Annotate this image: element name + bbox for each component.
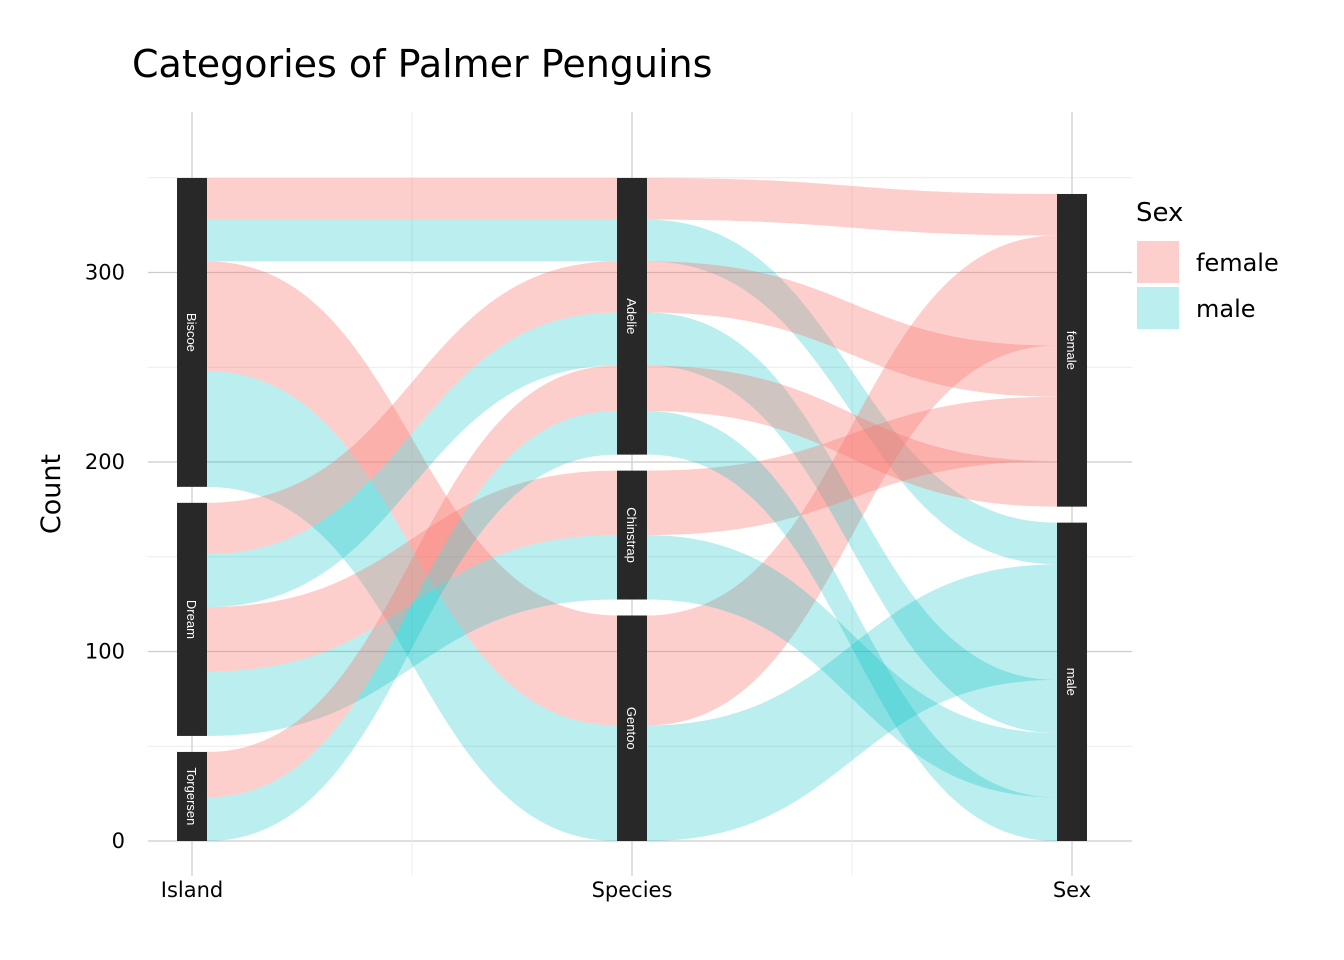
stratum-adelie [617, 177, 647, 455]
y-axis-title: Count [36, 454, 67, 534]
y-tick-label: 200 [85, 450, 125, 474]
legend-swatch-female [1137, 241, 1179, 283]
stratum-female [1057, 193, 1087, 507]
flow-biscoe-gentoo-female [207, 261, 617, 726]
stratum-dream [177, 502, 207, 736]
stratum-torgersen [177, 751, 207, 841]
stratum-male [1057, 522, 1087, 841]
stratum-label-female: female [1064, 331, 1079, 370]
flow-dream-adelie-female [207, 261, 617, 555]
flow-dream-chinstrap-male [647, 535, 1057, 798]
legend-title: Sex [1136, 198, 1183, 228]
flow-torgersen-adelie-male [207, 411, 617, 841]
flow-dream-chinstrap-female [647, 396, 1057, 536]
stratum-label-torgersen: Torgersen [184, 768, 199, 826]
flow-dream-chinstrap-male [207, 535, 617, 736]
chart-title: Categories of Palmer Penguins [132, 42, 712, 86]
flow-biscoe-adelie-male [207, 219, 617, 262]
x-tick-label: Species [592, 878, 673, 902]
stratum-chinstrap [617, 470, 647, 600]
flow-torgersen-adelie-male [647, 411, 1057, 841]
stratum-gentoo [617, 615, 647, 841]
flows [207, 177, 1057, 841]
flow-dream-adelie-male [207, 312, 617, 608]
stratum-label-male: male [1064, 668, 1079, 696]
stratum-label-dream: Dream [184, 600, 199, 639]
flow-dream-adelie-male [647, 312, 1057, 733]
flow-biscoe-gentoo-male [207, 371, 617, 841]
legend-label-male: male [1196, 295, 1256, 323]
stratum-label-biscoe: Biscoe [184, 313, 199, 352]
flow-biscoe-adelie-male [647, 219, 1057, 565]
strata: Biscoe Dream Torgersen Adelie Chinstrap Gento… [177, 177, 1087, 841]
flow-torgersen-adelie-female [647, 365, 1057, 507]
y-tick-label: 100 [85, 640, 125, 664]
y-axis-ticks: 0 100 200 300 [85, 261, 125, 854]
flow-biscoe-adelie-female [647, 177, 1057, 236]
x-axis-ticks: Island Species Sex [161, 878, 1091, 902]
flow-biscoe-gentoo-male [647, 564, 1057, 841]
flow-biscoe-gentoo-female [647, 235, 1057, 726]
flow-dream-adelie-female [647, 261, 1057, 397]
flow-biscoe-adelie-female [207, 177, 617, 220]
legend: Sex female male [1136, 198, 1279, 329]
stratum-label-chinstrap: Chinstrap [624, 507, 639, 563]
y-tick-label: 300 [85, 261, 125, 285]
flow-dream-chinstrap-female [207, 470, 617, 672]
stratum-label-adelie: Adelie [624, 298, 639, 334]
legend-label-female: female [1196, 249, 1279, 277]
legend-swatch-male [1137, 287, 1179, 329]
x-tick-label: Sex [1053, 878, 1091, 902]
stratum-label-gentoo: Gentoo [624, 707, 639, 750]
flow-torgersen-adelie-female [207, 365, 617, 798]
x-tick-label: Island [161, 878, 223, 902]
y-tick-label: 0 [112, 829, 125, 853]
stratum-biscoe [177, 177, 207, 487]
